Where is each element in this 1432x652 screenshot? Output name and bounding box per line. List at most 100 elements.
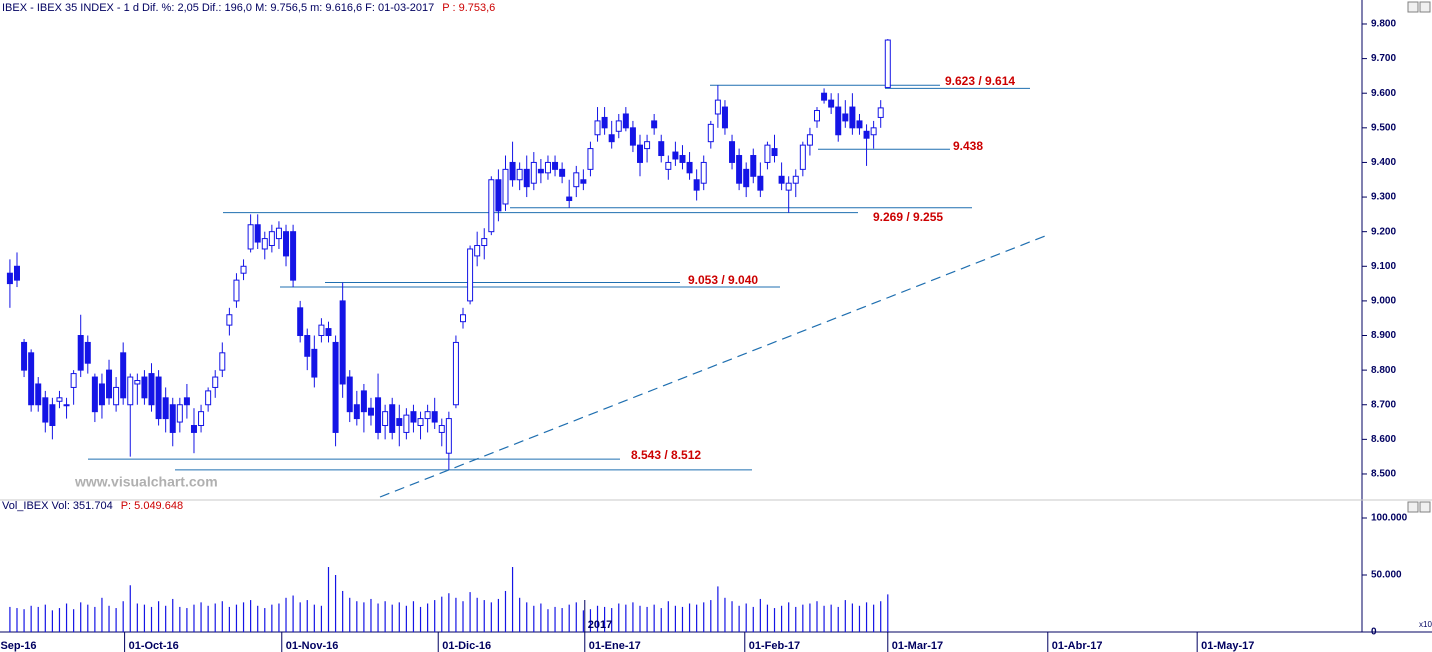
volume-bar: [278, 603, 280, 632]
y-tick-label: 9.800: [1371, 19, 1396, 30]
candle-body: [6, 272, 13, 285]
close-button[interactable]: [1419, 501, 1431, 513]
volume-bar: [476, 597, 478, 632]
volume-bar: [292, 595, 294, 632]
candle-body: [863, 130, 870, 139]
candle-body: [608, 134, 615, 143]
volume-bar: [738, 605, 740, 632]
candle-body: [98, 383, 105, 406]
x-tick-label: 01-Ene-17: [589, 640, 641, 652]
level-label: 9.053 / 9.040: [688, 273, 758, 287]
volume-bar: [837, 606, 839, 632]
volume-bar: [9, 606, 11, 632]
candle-body: [56, 397, 63, 402]
candle-body: [233, 279, 240, 302]
candle-body: [325, 328, 332, 337]
volume-bar: [639, 605, 641, 632]
candle-body: [346, 376, 353, 413]
volume-bar: [469, 592, 471, 632]
volume-bar: [653, 604, 655, 632]
y-tick-label: 8.700: [1371, 399, 1396, 410]
candle-body: [580, 179, 587, 184]
candle-body: [297, 307, 304, 337]
minimize-button[interactable]: [1407, 1, 1419, 13]
candle-body: [396, 418, 403, 427]
candle-body: [870, 127, 877, 136]
volume-bar: [214, 603, 216, 632]
candle-body: [523, 168, 530, 188]
y-tick-label: 9.000: [1371, 296, 1396, 307]
level-label: 9.438: [953, 139, 983, 153]
volume-bar: [101, 597, 103, 632]
volume-bar: [73, 609, 75, 632]
volume-bar: [207, 605, 209, 632]
volume-bar: [717, 586, 719, 632]
volume-bar: [306, 600, 308, 632]
volume-bar: [823, 605, 825, 632]
candle-body: [148, 373, 155, 406]
volume-bar: [752, 606, 754, 632]
candle-body: [693, 179, 700, 191]
candle-body: [212, 376, 219, 388]
volume-bar: [681, 606, 684, 632]
candle-body: [127, 376, 134, 406]
x-tick-label: 01-Feb-17: [749, 640, 800, 652]
candle-body: [240, 265, 247, 274]
volume-bar: [349, 597, 351, 632]
candle-body: [516, 168, 523, 181]
volume-bar: [285, 597, 287, 632]
candle-body: [821, 92, 828, 101]
candle-body: [495, 179, 502, 212]
volume-bar: [412, 601, 415, 632]
candle-body: [729, 141, 736, 163]
candle-body: [63, 404, 70, 407]
candle-body: [445, 418, 452, 454]
candle-body: [750, 155, 757, 177]
x-tick-label: 01-May-17: [1201, 640, 1254, 652]
volume-bar: [873, 604, 875, 632]
volume-bar: [363, 602, 365, 632]
candle-body: [813, 110, 820, 122]
candle-body: [190, 425, 197, 433]
volume-bar: [766, 604, 769, 632]
candle-body: [283, 231, 290, 257]
volume-bar: [377, 603, 379, 632]
candle-body: [360, 390, 367, 413]
candle-body: [622, 113, 629, 129]
candle-body: [474, 245, 481, 257]
volume-bar: [696, 604, 698, 632]
volume-bar: [30, 605, 32, 632]
volume-bar: [313, 604, 315, 632]
candle-body: [509, 161, 516, 181]
volume-bar: [122, 601, 124, 632]
candle-body: [757, 175, 764, 191]
volume-bar: [490, 602, 492, 632]
candle-body: [304, 335, 311, 357]
volume-bar: [108, 605, 110, 632]
y-tick-label: 9.100: [1371, 261, 1396, 272]
volume-bar: [16, 608, 18, 632]
candle-body: [141, 376, 148, 399]
candle-body: [205, 390, 212, 406]
candle-body: [367, 407, 374, 416]
candle-body: [743, 168, 750, 188]
volume-bar: [851, 603, 853, 632]
candle-body: [460, 314, 467, 323]
candle-body: [856, 120, 863, 129]
volume-bar: [271, 604, 273, 632]
volume-bar: [193, 604, 195, 632]
candle-body: [339, 300, 346, 385]
candle-body: [764, 144, 771, 163]
volume-bar: [618, 603, 620, 632]
candle-body: [481, 238, 488, 247]
candle-body: [91, 376, 98, 413]
candle-body: [226, 314, 233, 326]
volume-bar: [405, 605, 407, 632]
volume-bar: [667, 601, 669, 632]
candle-body: [530, 161, 537, 184]
candle-body: [176, 404, 183, 423]
volume-bar: [398, 602, 400, 632]
close-button[interactable]: [1419, 1, 1431, 13]
minimize-button[interactable]: [1407, 501, 1419, 513]
